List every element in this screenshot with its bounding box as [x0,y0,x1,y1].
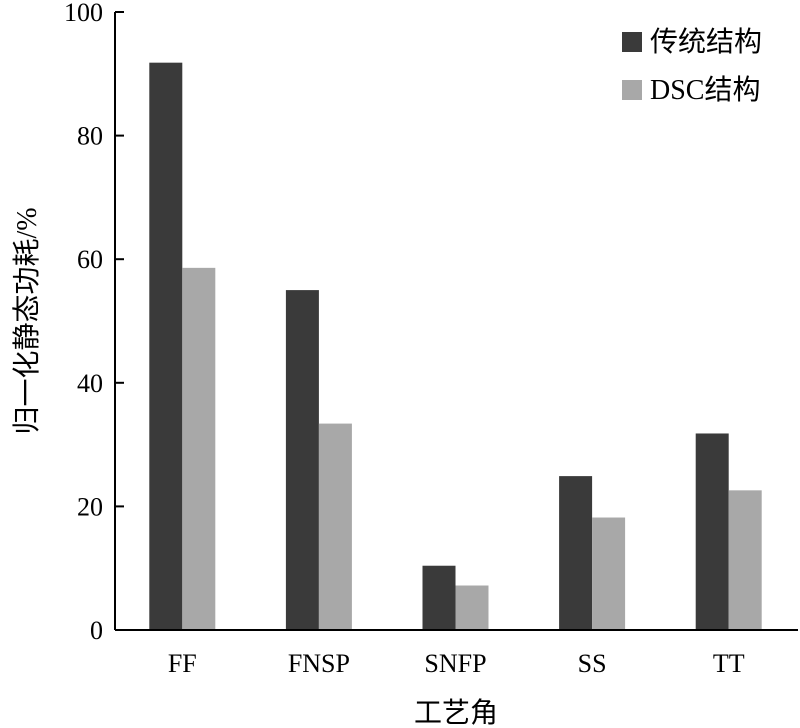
bar-snfp-series-0 [422,565,456,630]
x-category-label: SNFP [424,649,486,678]
legend-label-series-1: DSC结构 [650,74,760,106]
legend: 传统结构 DSC结构 [622,26,762,106]
x-category-label: FF [168,649,197,678]
y-tick-label: 40 [77,369,103,398]
x-labels-group: FF FNSP SNFP SS TT [168,649,745,678]
legend-swatch-series-0 [622,32,642,52]
y-tick-label: 100 [64,0,103,27]
x-category-label: FNSP [288,649,350,678]
y-ticks-group: 0 20 40 60 80 100 [64,0,124,645]
y-tick-label: 80 [77,122,103,151]
x-category-label: TT [713,649,745,678]
bar-snfp-series-1 [455,585,489,630]
bar-ss-series-0 [559,476,593,630]
bar-ss-series-1 [592,517,626,630]
bar-tt-series-0 [695,433,729,630]
x-axis-title: 工艺角 [414,697,498,728]
y-tick-label: 20 [77,492,103,521]
y-axis-title: 归一化静态功耗/% [11,207,43,434]
y-tick-label: 60 [77,245,103,274]
legend-swatch-series-1 [622,80,642,100]
axes-group [114,12,798,631]
bar-ff-series-1 [182,267,216,630]
x-category-label: SS [578,649,607,678]
bar-ff-series-0 [149,62,183,630]
legend-label-series-0: 传统结构 [650,26,762,58]
bar-fnsp-series-0 [285,290,319,630]
bars-group [149,62,762,630]
y-tick-label: 0 [90,616,103,645]
bar-fnsp-series-1 [318,423,352,630]
bar-tt-series-1 [728,490,762,630]
